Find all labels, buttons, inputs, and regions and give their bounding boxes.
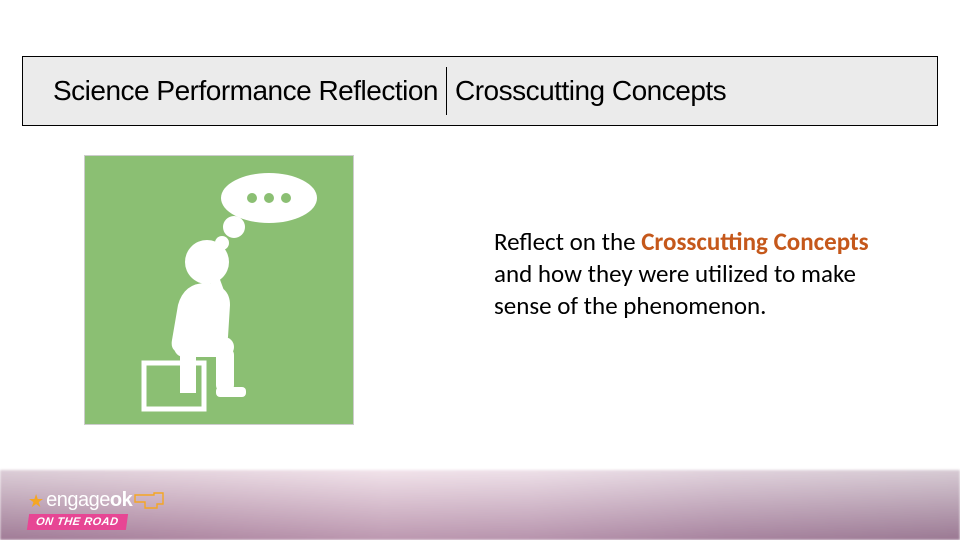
header-right-title: Crosscutting Concepts bbox=[455, 75, 726, 107]
header-box: Science Performance Reflection Crosscutt… bbox=[22, 56, 938, 126]
logo-prefix: engage bbox=[46, 489, 110, 511]
logo: ★ engageok ON THE ROAD bbox=[28, 489, 164, 530]
body-suffix: and how they were utilized to make sense… bbox=[494, 258, 856, 321]
thinking-person-icon bbox=[94, 165, 344, 415]
tagline-badge: ON THE ROAD bbox=[27, 514, 128, 530]
body-paragraph: Reflect on the Crosscutting Concepts and… bbox=[494, 226, 894, 322]
header-left-title: Science Performance Reflection bbox=[23, 75, 438, 107]
footer: ★ engageok ON THE ROAD bbox=[0, 470, 960, 540]
header-divider bbox=[446, 67, 447, 115]
oklahoma-outline-icon bbox=[134, 492, 164, 510]
slide-root: Science Performance Reflection Crosscutt… bbox=[0, 0, 960, 540]
star-icon: ★ bbox=[28, 492, 44, 510]
body-highlight: Crosscutting Concepts bbox=[641, 226, 868, 257]
body-prefix: Reflect on the bbox=[494, 226, 641, 257]
reflection-icon-box bbox=[84, 155, 354, 425]
logo-text: engageok bbox=[46, 489, 132, 512]
logo-bold: ok bbox=[110, 489, 132, 511]
logo-row: ★ engageok bbox=[28, 489, 164, 512]
